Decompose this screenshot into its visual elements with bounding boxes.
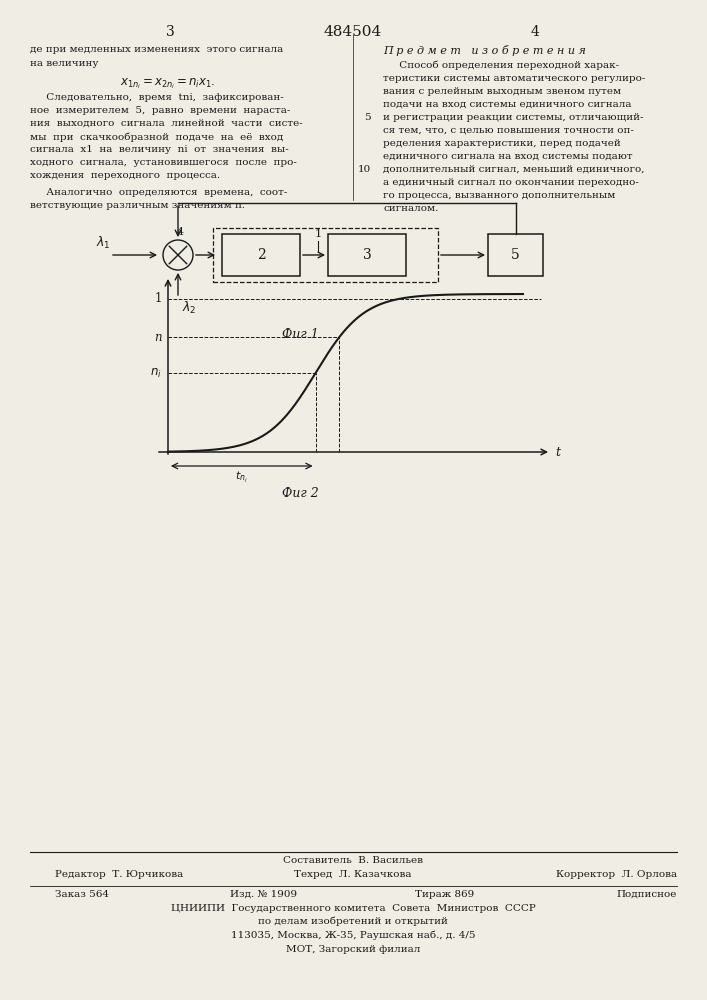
Text: ветствующие различным значениям n.: ветствующие различным значениям n. bbox=[30, 201, 245, 210]
Text: ное  измерителем  5,  равно  времени  нараста-: ное измерителем 5, равно времени нараста… bbox=[30, 106, 291, 115]
Text: подачи на вход системы единичного сигнала: подачи на вход системы единичного сигнал… bbox=[383, 100, 631, 109]
Text: 4: 4 bbox=[530, 25, 539, 39]
Text: сигнала  x1  на  величину  ni  от  значения  вы-: сигнала x1 на величину ni от значения вы… bbox=[30, 145, 288, 154]
Text: Корректор  Л. Орлова: Корректор Л. Орлова bbox=[556, 870, 677, 879]
Text: го процесса, вызванного дополнительным: го процесса, вызванного дополнительным bbox=[383, 191, 615, 200]
Text: ния  выходного  сигнала  линейной  части  систе-: ния выходного сигнала линейной части сис… bbox=[30, 119, 303, 128]
Bar bbox=[488, 234, 543, 276]
Text: 3: 3 bbox=[165, 25, 175, 39]
Text: 3: 3 bbox=[363, 248, 371, 262]
Text: ределения характеристики, перед подачей: ределения характеристики, перед подачей bbox=[383, 139, 621, 148]
Text: П р е д м е т   и з о б р е т е н и я: П р е д м е т и з о б р е т е н и я bbox=[383, 45, 586, 56]
Text: Составитель  В. Васильев: Составитель В. Васильев bbox=[283, 856, 423, 865]
Text: ся тем, что, с целью повышения точности оп-: ся тем, что, с целью повышения точности … bbox=[383, 126, 634, 135]
Text: вания с релейным выходным звеном путем: вания с релейным выходным звеном путем bbox=[383, 87, 621, 96]
Text: $x_{1n_i} = x_{2n_i} = n_i x_1.$: $x_{1n_i} = x_{2n_i} = n_i x_1.$ bbox=[120, 76, 216, 91]
Text: 4: 4 bbox=[177, 227, 184, 237]
Text: $t_{n_i}$: $t_{n_i}$ bbox=[235, 470, 248, 485]
Text: сигналом.: сигналом. bbox=[383, 204, 438, 213]
Text: Подписное: Подписное bbox=[617, 890, 677, 899]
Text: $\lambda_1$: $\lambda_1$ bbox=[96, 235, 111, 251]
Text: Способ определения переходной харак-: Способ определения переходной харак- bbox=[383, 61, 619, 70]
Text: 10: 10 bbox=[358, 165, 371, 174]
Text: 1: 1 bbox=[315, 229, 322, 239]
Text: Фuг 1: Фuг 1 bbox=[281, 328, 318, 341]
Text: 5: 5 bbox=[511, 248, 520, 262]
Text: Заказ 564: Заказ 564 bbox=[55, 890, 109, 899]
Text: по делам изобретений и открытий: по делам изобретений и открытий bbox=[258, 917, 448, 926]
Text: а единичный сигнал по окончании переходно-: а единичный сигнал по окончании переходн… bbox=[383, 178, 639, 187]
Text: Фuг 2: Фuг 2 bbox=[281, 487, 318, 500]
Text: и регистрации реакции системы, отличающий-: и регистрации реакции системы, отличающи… bbox=[383, 113, 643, 122]
Text: n: n bbox=[154, 331, 162, 344]
Text: 2: 2 bbox=[257, 248, 265, 262]
Text: $\lambda_2$: $\lambda_2$ bbox=[182, 300, 197, 316]
Text: ЦНИИПИ  Государственного комитета  Совета  Министров  СССР: ЦНИИПИ Государственного комитета Совета … bbox=[170, 904, 535, 913]
Text: Тираж 869: Тираж 869 bbox=[415, 890, 474, 899]
Text: мы  при  скачкообразной  подаче  на  её  вход: мы при скачкообразной подаче на её вход bbox=[30, 132, 284, 141]
Text: де при медленных изменениях  этого сигнала: де при медленных изменениях этого сигнал… bbox=[30, 45, 284, 54]
Text: теристики системы автоматического регулиро-: теристики системы автоматического регули… bbox=[383, 74, 645, 83]
Bar bbox=[213, 228, 438, 282]
Text: t: t bbox=[555, 446, 560, 458]
Text: Аналогично  определяются  времена,  соот-: Аналогично определяются времена, соот- bbox=[30, 188, 287, 197]
Text: Изд. № 1909: Изд. № 1909 bbox=[230, 890, 297, 899]
Text: $n_i$: $n_i$ bbox=[151, 366, 162, 380]
Text: 484504: 484504 bbox=[324, 25, 382, 39]
Text: хождения  переходного  процесса.: хождения переходного процесса. bbox=[30, 171, 220, 180]
Text: Редактор  Т. Юрчикова: Редактор Т. Юрчикова bbox=[55, 870, 183, 879]
Text: на величину: на величину bbox=[30, 59, 98, 68]
Text: ходного  сигнала,  установившегося  после  про-: ходного сигнала, установившегося после п… bbox=[30, 158, 297, 167]
Text: единичного сигнала на вход системы подают: единичного сигнала на вход системы подаю… bbox=[383, 152, 633, 161]
Bar bbox=[328, 234, 406, 276]
Text: Следовательно,  время  tni,  зафиксирован-: Следовательно, время tni, зафиксирован- bbox=[30, 93, 284, 102]
Text: МОТ, Загорский филиал: МОТ, Загорский филиал bbox=[286, 945, 420, 954]
Text: Техред  Л. Казачкова: Техред Л. Казачкова bbox=[294, 870, 411, 879]
Text: 1: 1 bbox=[155, 292, 162, 305]
Text: 113035, Москва, Ж-35, Раушская наб., д. 4/5: 113035, Москва, Ж-35, Раушская наб., д. … bbox=[230, 930, 475, 940]
Text: дополнительный сигнал, меньший единичного,: дополнительный сигнал, меньший единичног… bbox=[383, 165, 645, 174]
Bar bbox=[222, 234, 300, 276]
Text: 5: 5 bbox=[364, 113, 371, 122]
